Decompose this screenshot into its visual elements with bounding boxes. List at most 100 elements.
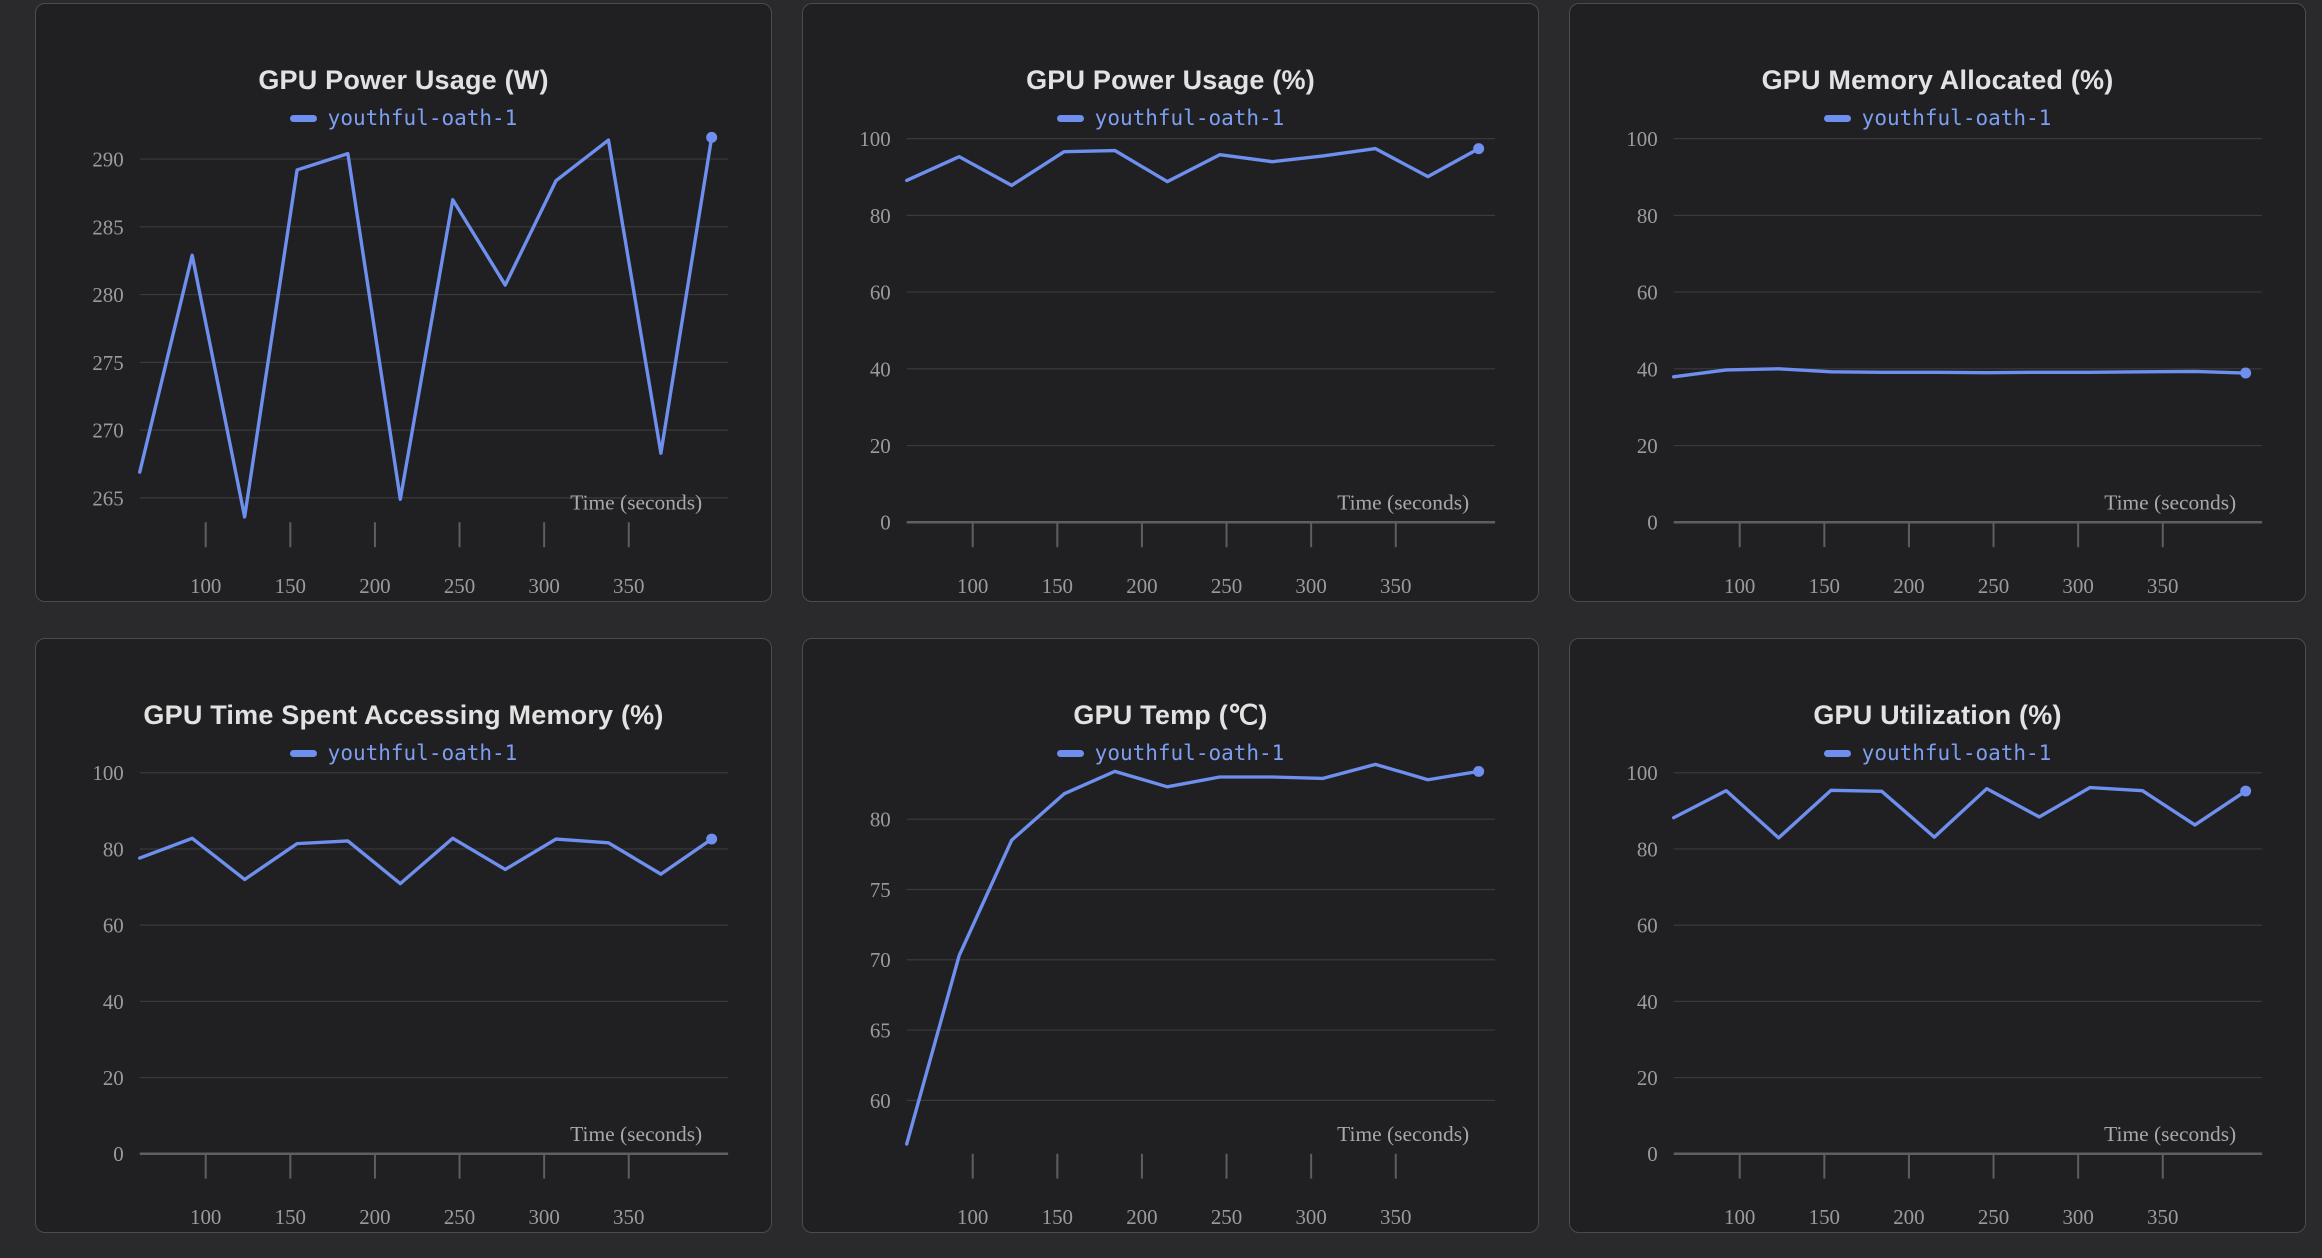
y-tick-label: 20 bbox=[1637, 434, 1658, 458]
y-tick-label: 20 bbox=[103, 1066, 124, 1090]
metric-panel[interactable]: GPU Memory Allocated (%) youthful-oath-1… bbox=[1569, 3, 2306, 602]
y-tick-label: 100 bbox=[92, 761, 123, 785]
x-tick-label: 200 bbox=[1126, 1205, 1157, 1229]
y-tick-label: 100 bbox=[1626, 127, 1657, 151]
series-line bbox=[138, 836, 714, 886]
y-tick-label: 65 bbox=[870, 1019, 891, 1043]
x-tick-label: 150 bbox=[1042, 574, 1073, 598]
x-tick-label: 100 bbox=[190, 1205, 221, 1229]
y-tick-label: 40 bbox=[870, 357, 891, 381]
chart-canvas[interactable]: 0 20 40 60 80 100 100 150 200 250 300 350 Time (seco… bbox=[1570, 4, 2305, 601]
y-tick-label: 275 bbox=[92, 351, 123, 375]
x-axis-label: Time (seconds) bbox=[570, 1122, 702, 1146]
y-tick-label: 0 bbox=[1647, 1142, 1657, 1166]
x-tick-label: 350 bbox=[2147, 1205, 2178, 1229]
y-tick-label: 80 bbox=[103, 837, 124, 861]
legend-run-name: youthful-oath-1 bbox=[1094, 106, 1285, 130]
series-end-dot bbox=[2240, 367, 2252, 379]
x-tick-label: 200 bbox=[1893, 1205, 1924, 1229]
y-tick-label: 40 bbox=[103, 990, 124, 1014]
y-tick-label: 0 bbox=[113, 1142, 123, 1166]
x-axis-label: Time (seconds) bbox=[2104, 490, 2236, 514]
y-tick-label: 80 bbox=[870, 204, 891, 228]
x-tick-label: 200 bbox=[1126, 574, 1157, 598]
x-tick-label: 100 bbox=[1724, 1205, 1755, 1229]
y-tick-label: 60 bbox=[870, 281, 891, 305]
x-tick-label: 150 bbox=[275, 1205, 306, 1229]
x-tick-label: 350 bbox=[613, 1205, 644, 1229]
x-tick-label: 350 bbox=[1380, 574, 1411, 598]
y-tick-label: 60 bbox=[870, 1089, 891, 1113]
x-tick-label: 250 bbox=[1211, 574, 1242, 598]
legend-run-name: youthful-oath-1 bbox=[327, 741, 518, 765]
x-tick-label: 250 bbox=[444, 574, 475, 598]
x-tick-label: 300 bbox=[2062, 574, 2093, 598]
panel-legend: youthful-oath-1 bbox=[36, 106, 771, 130]
x-tick-label: 100 bbox=[957, 1205, 988, 1229]
x-tick-label: 300 bbox=[528, 574, 559, 598]
y-tick-label: 75 bbox=[870, 878, 891, 902]
legend-line-swatch-icon bbox=[1056, 749, 1084, 757]
y-tick-label: 60 bbox=[103, 914, 124, 938]
x-tick-label: 250 bbox=[1978, 1205, 2009, 1229]
panel-title: GPU Power Usage (%) bbox=[1026, 65, 1315, 95]
y-tick-label: 100 bbox=[859, 127, 890, 151]
metric-panel[interactable]: GPU Power Usage (%) youthful-oath-1 0 20 4… bbox=[802, 3, 1539, 602]
y-tick-label: 265 bbox=[92, 486, 123, 510]
panel-legend: youthful-oath-1 bbox=[803, 741, 1538, 765]
y-tick-label: 80 bbox=[1637, 837, 1658, 861]
series-end-dot bbox=[706, 833, 718, 845]
metric-panel[interactable]: GPU Temp (℃) youthful-oath-1 60 65 70 75 80 1… bbox=[802, 638, 1539, 1233]
y-tick-label: 20 bbox=[870, 434, 891, 458]
x-tick-label: 350 bbox=[2147, 574, 2178, 598]
legend-line-swatch-icon bbox=[1056, 114, 1084, 122]
chart-canvas[interactable]: 0 20 40 60 80 100 100 150 200 250 300 350 Time (seco… bbox=[1570, 639, 2305, 1232]
metric-panel[interactable]: GPU Utilization (%) youthful-oath-1 0 20 4… bbox=[1569, 638, 2306, 1233]
y-tick-label: 80 bbox=[1637, 204, 1658, 228]
metric-panel[interactable]: GPU Time Spent Accessing Memory (%) yout… bbox=[35, 638, 772, 1233]
chart-canvas[interactable]: 60 65 70 75 80 100 150 200 250 300 350 Time (second… bbox=[803, 639, 1538, 1232]
x-axis-label: Time (seconds) bbox=[1337, 1122, 1469, 1146]
x-tick-label: 200 bbox=[1893, 574, 1924, 598]
series-line bbox=[905, 146, 1481, 188]
panel-legend: youthful-oath-1 bbox=[803, 106, 1538, 130]
panel-legend: youthful-oath-1 bbox=[36, 741, 771, 765]
y-tick-label: 40 bbox=[1637, 357, 1658, 381]
x-tick-label: 300 bbox=[1295, 574, 1326, 598]
legend-run-name: youthful-oath-1 bbox=[327, 106, 518, 130]
y-tick-label: 70 bbox=[870, 948, 891, 972]
legend-run-name: youthful-oath-1 bbox=[1861, 741, 2052, 765]
panel-title: GPU Temp (℃) bbox=[1073, 700, 1268, 730]
y-tick-label: 290 bbox=[92, 148, 123, 172]
y-tick-label: 0 bbox=[880, 511, 890, 535]
x-tick-label: 250 bbox=[1211, 1205, 1242, 1229]
chart-canvas[interactable]: 265 270 275 280 285 290 100 150 200 250 300 350 Time… bbox=[36, 4, 771, 601]
series-end-dot bbox=[706, 131, 718, 143]
x-tick-label: 100 bbox=[1724, 574, 1755, 598]
x-axis-label: Time (seconds) bbox=[1337, 490, 1469, 514]
series-line bbox=[1672, 785, 2248, 840]
series-end-dot bbox=[1473, 143, 1485, 155]
chart-canvas[interactable]: 0 20 40 60 80 100 100 150 200 250 300 350 Time (seco… bbox=[36, 639, 771, 1232]
y-tick-label: 60 bbox=[1637, 281, 1658, 305]
legend-run-name: youthful-oath-1 bbox=[1861, 106, 2052, 130]
x-tick-label: 150 bbox=[275, 574, 306, 598]
y-tick-label: 270 bbox=[92, 419, 123, 443]
x-tick-label: 300 bbox=[2062, 1205, 2093, 1229]
x-tick-label: 250 bbox=[1978, 574, 2009, 598]
metric-panel[interactable]: GPU Power Usage (W) youthful-oath-1 265 2… bbox=[35, 3, 772, 602]
panel-title: GPU Memory Allocated (%) bbox=[1761, 65, 2114, 95]
panel-title: GPU Utilization (%) bbox=[1813, 700, 2062, 730]
legend-line-swatch-icon bbox=[1823, 749, 1851, 757]
panel-legend: youthful-oath-1 bbox=[1570, 741, 2305, 765]
x-tick-label: 250 bbox=[444, 1205, 475, 1229]
x-tick-label: 100 bbox=[957, 574, 988, 598]
x-tick-label: 150 bbox=[1809, 1205, 1840, 1229]
x-tick-label: 200 bbox=[359, 574, 390, 598]
panel-title: GPU Time Spent Accessing Memory (%) bbox=[143, 700, 664, 730]
y-tick-label: 20 bbox=[1637, 1066, 1658, 1090]
series-end-dot bbox=[2240, 785, 2252, 797]
chart-canvas[interactable]: 0 20 40 60 80 100 100 150 200 250 300 350 Time (seco… bbox=[803, 4, 1538, 601]
x-axis-label: Time (seconds) bbox=[570, 490, 702, 514]
legend-line-swatch-icon bbox=[289, 749, 317, 757]
